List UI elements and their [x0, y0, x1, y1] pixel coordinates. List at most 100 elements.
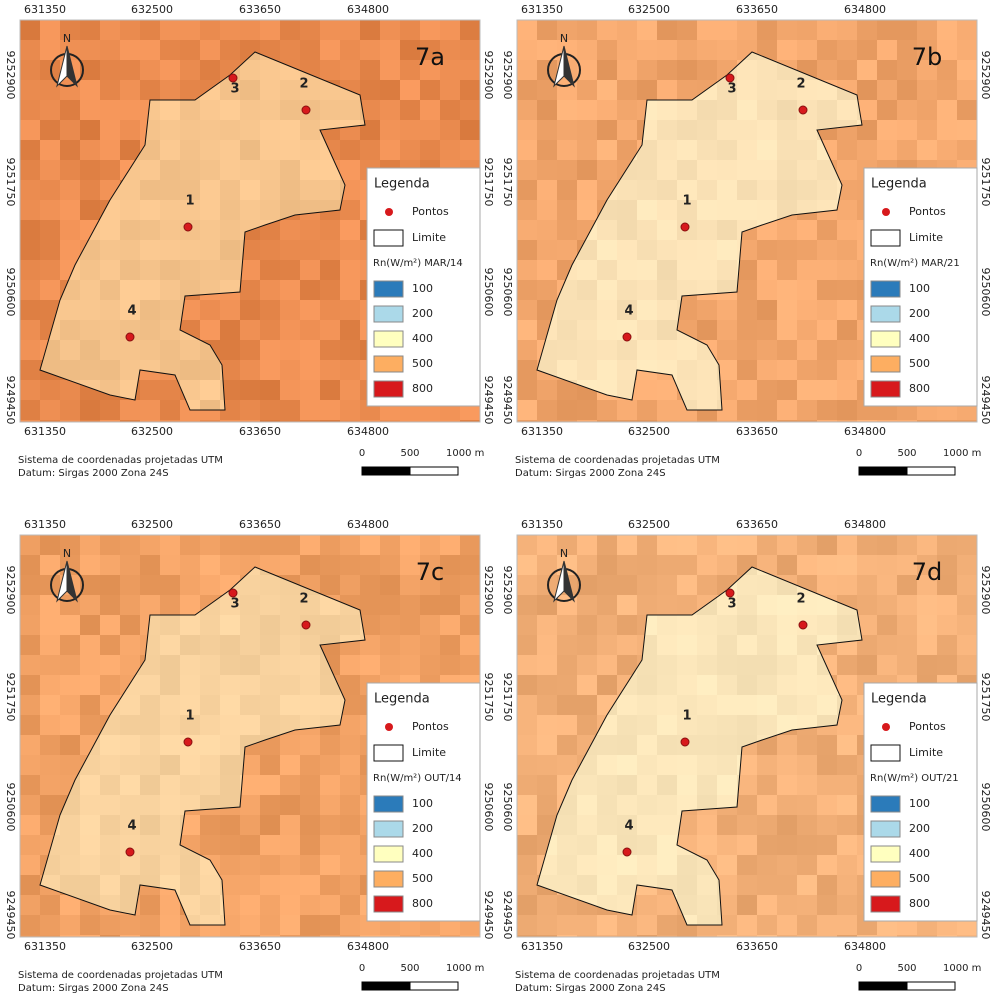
raster-cell — [300, 400, 321, 421]
raster-cell — [200, 575, 221, 596]
raster-cell — [577, 555, 598, 576]
raster-cell — [777, 615, 798, 636]
legend-class-label: 100 — [412, 797, 433, 810]
raster-cell — [40, 735, 61, 756]
raster-cell — [557, 655, 578, 676]
raster-cell — [737, 835, 758, 856]
raster-cell — [657, 755, 678, 776]
raster-cell — [717, 220, 738, 241]
raster-cell — [20, 775, 41, 796]
raster-cell — [200, 535, 221, 556]
scalebar-label: 500 — [400, 448, 419, 459]
raster-cell — [657, 675, 678, 696]
raster-cell — [220, 535, 241, 556]
raster-cell — [280, 835, 301, 856]
raster-cell — [160, 300, 181, 321]
raster-cell — [957, 140, 978, 161]
raster-cell — [517, 60, 538, 81]
raster-cell — [440, 140, 461, 161]
raster-cell — [120, 40, 141, 61]
raster-cell — [577, 420, 598, 441]
y-tick-label-left: 9252900 — [4, 566, 17, 615]
raster-cell — [340, 260, 361, 281]
raster-cell — [737, 120, 758, 141]
raster-cell — [657, 220, 678, 241]
raster-cell — [80, 280, 101, 301]
raster-cell — [777, 555, 798, 576]
raster-cell — [757, 635, 778, 656]
legend: LegendaPontosLimiteRn(W/m²) MAR/14100200… — [367, 168, 480, 406]
legend-class-label: 800 — [412, 897, 433, 910]
raster-cell — [400, 80, 421, 101]
raster-cell — [160, 240, 181, 261]
raster-cell — [260, 775, 281, 796]
raster-cell — [577, 535, 598, 556]
raster-cell — [517, 575, 538, 596]
raster-cell — [380, 655, 401, 676]
raster-cell — [717, 300, 738, 321]
raster-cell — [577, 120, 598, 141]
raster-cell — [160, 220, 181, 241]
raster-cell — [240, 300, 261, 321]
x-tick-label-bottom: 631350 — [24, 940, 66, 953]
raster-cell — [100, 635, 121, 656]
raster-cell — [837, 360, 858, 381]
legend-swatch — [374, 306, 403, 322]
raster-cell — [140, 675, 161, 696]
raster-cell — [797, 360, 818, 381]
raster-cell — [340, 320, 361, 341]
raster-cell — [797, 260, 818, 281]
raster-cell — [657, 655, 678, 676]
raster-cell — [20, 240, 41, 261]
point-label: 1 — [682, 709, 691, 724]
raster-cell — [657, 300, 678, 321]
raster-cell — [597, 260, 618, 281]
x-tick-label-top: 633650 — [736, 518, 778, 531]
raster-cell — [577, 675, 598, 696]
raster-cell — [400, 935, 421, 956]
raster-cell — [180, 575, 201, 596]
panel-label: 7d — [912, 558, 943, 586]
raster-cell — [460, 60, 481, 81]
raster-cell — [577, 360, 598, 381]
raster-cell — [80, 775, 101, 796]
raster-cell — [717, 200, 738, 221]
raster-cell — [180, 20, 201, 41]
raster-cell — [897, 635, 918, 656]
raster-cell — [20, 260, 41, 281]
raster-cell — [597, 535, 618, 556]
raster-cell — [757, 140, 778, 161]
raster-cell — [240, 875, 261, 896]
raster-cell — [837, 835, 858, 856]
raster-cell — [857, 655, 878, 676]
raster-cell — [717, 420, 738, 441]
raster-cell — [877, 595, 898, 616]
raster-cell — [400, 20, 421, 41]
raster-cell — [240, 400, 261, 421]
raster-cell — [180, 240, 201, 261]
raster-cell — [120, 220, 141, 241]
raster-cell — [697, 320, 718, 341]
raster-cell — [737, 695, 758, 716]
raster-cell — [717, 260, 738, 281]
raster-cell — [657, 555, 678, 576]
raster-cell — [637, 735, 658, 756]
y-tick-label-left: 9252900 — [501, 51, 514, 100]
raster-cell — [160, 400, 181, 421]
raster-cell — [657, 615, 678, 636]
y-tick-label-left: 9250600 — [4, 268, 17, 317]
x-tick-label-top: 634800 — [347, 518, 389, 531]
raster-cell — [280, 420, 301, 441]
raster-cell — [120, 855, 141, 876]
raster-cell — [857, 535, 878, 556]
raster-cell — [697, 735, 718, 756]
raster-cell — [100, 100, 121, 121]
raster-cell — [617, 400, 638, 421]
raster-cell — [517, 555, 538, 576]
raster-cell — [777, 40, 798, 61]
raster-cell — [260, 575, 281, 596]
raster-cell — [40, 635, 61, 656]
raster-cell — [100, 735, 121, 756]
raster-cell — [897, 655, 918, 676]
raster-cell — [557, 815, 578, 836]
